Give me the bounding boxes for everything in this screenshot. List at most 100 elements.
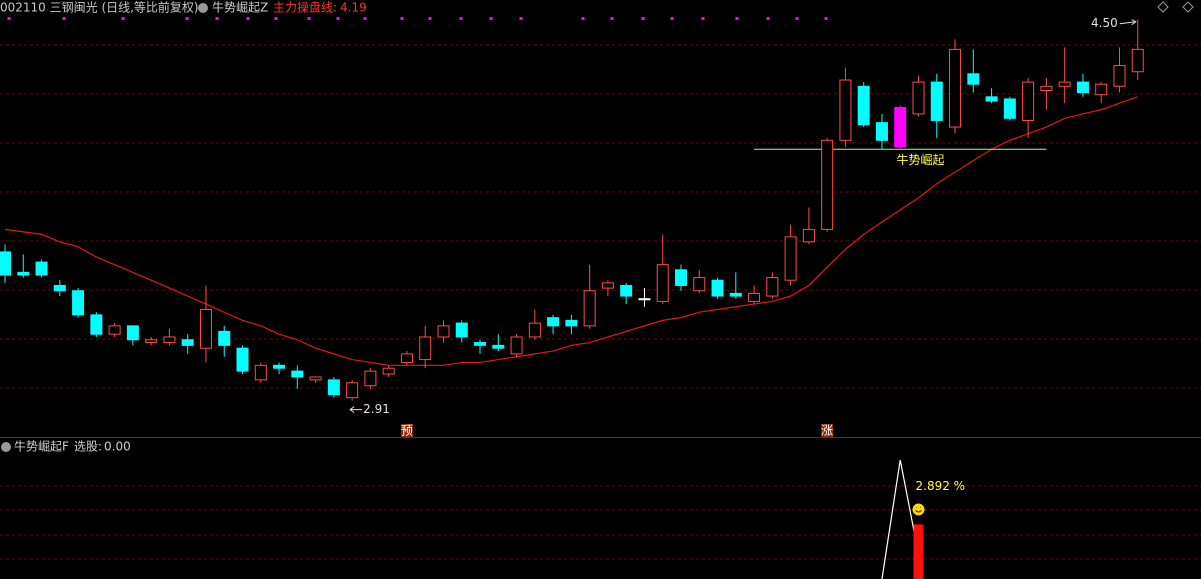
candle-body (802, 228, 815, 243)
candle-body (437, 325, 450, 338)
candle-body (90, 314, 103, 335)
candle-body (218, 330, 231, 346)
candle-body (309, 376, 322, 381)
candle-body (766, 277, 779, 297)
candle-body (784, 236, 797, 281)
candle-body (693, 277, 706, 292)
marker-dot (489, 17, 493, 20)
low-label: 2.91 (363, 402, 390, 416)
candle-body (236, 347, 249, 372)
marker-dot (246, 17, 250, 20)
ma-line (4, 96, 1138, 366)
candle-body (163, 336, 176, 344)
candle-body (108, 325, 121, 335)
signal-badge (400, 424, 413, 437)
pick-value: 0.00 (104, 440, 131, 454)
candle-body (1022, 81, 1035, 121)
smiley-face (915, 506, 922, 513)
symbol-title: 002110 三钢闽光 (日线,等比前复权) (0, 0, 199, 15)
candle-body (656, 264, 669, 302)
candle-body (711, 279, 724, 297)
marker-dot (185, 17, 189, 20)
pick-label: 选股: (74, 440, 102, 454)
line-label: 主力操盘线: (273, 0, 337, 15)
candle-body (254, 364, 267, 381)
marker-dot (363, 17, 367, 20)
candle-body (930, 81, 943, 121)
candle-body (729, 292, 742, 297)
high-arrow (1119, 19, 1137, 26)
candle-body (565, 319, 578, 327)
candle-body (510, 336, 523, 355)
candle-body (35, 261, 48, 276)
candle-body (126, 325, 139, 341)
candle-body (455, 322, 468, 338)
marker-dot (641, 17, 645, 20)
candle-body (601, 282, 614, 289)
marker-dot (795, 17, 799, 20)
candle-body (547, 317, 560, 327)
candle-body (528, 322, 541, 338)
candle-body (674, 269, 687, 286)
candle-body (1040, 85, 1053, 91)
indicator-line (881, 459, 920, 579)
candle-body (53, 284, 66, 292)
candle-body (1076, 81, 1089, 94)
candle-body (1003, 98, 1016, 119)
candle-body (1131, 48, 1144, 73)
window-icons[interactable] (1157, 1, 1194, 13)
lower-title: 牛势崛起F (14, 439, 69, 454)
candle-body (400, 353, 413, 363)
indicator-bar (913, 524, 924, 579)
candle-body (875, 122, 888, 141)
marker-dot (701, 17, 705, 20)
signal-label: 涨 (821, 423, 833, 438)
candle-body (839, 79, 852, 141)
candle-body (199, 308, 212, 349)
candle-body (894, 106, 907, 148)
candle-body (821, 139, 834, 230)
low-arrow (349, 406, 363, 414)
candle-body (291, 370, 304, 378)
marker-dot (428, 17, 432, 20)
bar-label: 2.892 % (916, 479, 966, 493)
candle-body (181, 339, 194, 346)
candle-body (912, 81, 925, 115)
candle-body (583, 290, 596, 327)
candle-body (419, 336, 432, 361)
candle-body (857, 85, 870, 126)
candle-body (346, 382, 359, 399)
candle-body (967, 73, 980, 85)
candle-body (1113, 65, 1126, 87)
candle-body (474, 342, 487, 346)
candle-body (327, 379, 340, 396)
lower-icon[interactable] (1, 442, 11, 452)
candle-body (620, 284, 633, 297)
marker-dot (7, 17, 11, 20)
candle-body (145, 339, 158, 344)
candle-body (0, 251, 11, 276)
marker-dot (307, 17, 311, 20)
marker-dot (459, 17, 463, 20)
signal-label: 预 (401, 424, 413, 438)
marker-dot (581, 17, 585, 20)
marker-dot (610, 17, 614, 20)
high-label: 4.50 (1091, 16, 1118, 30)
indicator-icon[interactable] (198, 3, 208, 13)
candle-body (748, 292, 761, 302)
signal-badge (821, 424, 834, 437)
candle-body (1058, 81, 1071, 87)
marker-dot (400, 17, 404, 20)
candle-body (364, 370, 377, 387)
marker-dot (274, 17, 278, 20)
indicator-name: 牛势崛起Z (212, 0, 268, 15)
marker-dot (766, 17, 770, 20)
marker-dot (735, 17, 739, 20)
candle-body (273, 364, 286, 369)
smiley (912, 503, 925, 516)
support-label: 牛势崛起 (896, 152, 944, 167)
candle-body (492, 344, 505, 349)
candle-body (382, 367, 395, 375)
marker-dot (336, 17, 340, 20)
